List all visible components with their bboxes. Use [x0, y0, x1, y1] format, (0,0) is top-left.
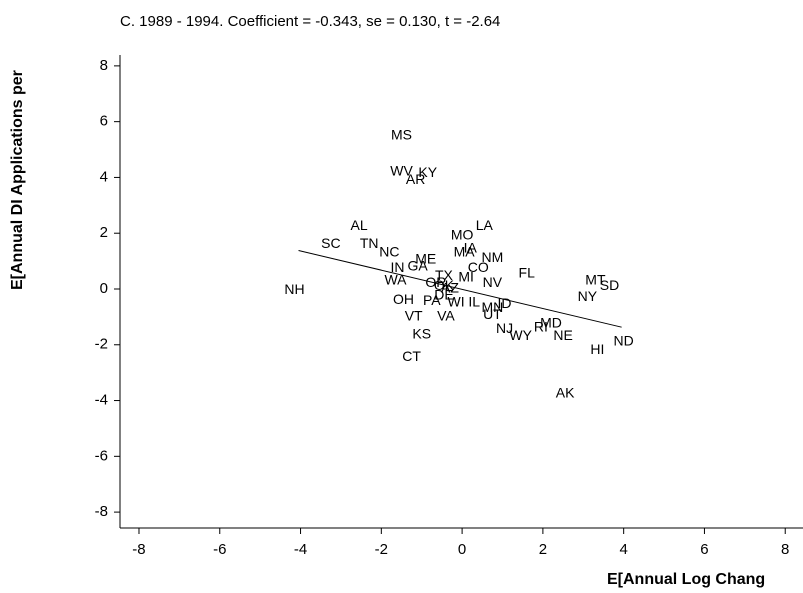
- point-label: WI: [447, 294, 464, 310]
- point-label: WV: [390, 163, 413, 179]
- point-label: NJ: [496, 320, 513, 336]
- y-tick-label: -4: [95, 392, 108, 409]
- y-tick-label: 2: [100, 224, 108, 241]
- x-tick-label: -6: [213, 541, 226, 558]
- point-label: SD: [600, 277, 619, 293]
- point-label: ND: [614, 333, 634, 349]
- point-label: LA: [476, 217, 494, 233]
- point-label: TN: [360, 235, 379, 251]
- point-label: IN: [390, 259, 404, 275]
- point-label: NY: [578, 288, 598, 304]
- point-label: NM: [482, 249, 504, 265]
- point-label: KS: [412, 326, 431, 342]
- point-label: MI: [458, 269, 474, 285]
- point-label: NC: [379, 243, 399, 259]
- point-label: AL: [351, 217, 368, 233]
- point-label: PA: [423, 292, 441, 308]
- point-label: CT: [402, 348, 421, 364]
- x-tick-label: 6: [700, 541, 708, 558]
- x-tick-label: 8: [781, 541, 789, 558]
- point-label: HI: [590, 341, 604, 357]
- x-tick-label: 4: [619, 541, 627, 558]
- point-label: VA: [437, 308, 455, 324]
- point-label: KY: [418, 164, 437, 180]
- point-label: UT: [483, 306, 502, 322]
- y-axis-label: E[Annual DI Applications per: [9, 70, 26, 290]
- y-tick-label: 4: [100, 168, 108, 185]
- y-tick-label: 0: [100, 280, 108, 297]
- x-tick-label: -8: [132, 541, 145, 558]
- point-label: OR: [425, 274, 446, 290]
- point-label: VT: [405, 308, 423, 324]
- point-label: NE: [553, 327, 572, 343]
- point-label: GA: [408, 257, 429, 273]
- x-tick-label: 2: [539, 541, 547, 558]
- point-label: WY: [509, 327, 532, 343]
- point-label: NV: [483, 274, 503, 290]
- point-label: MS: [391, 126, 412, 142]
- y-tick-label: -6: [95, 447, 108, 464]
- y-tick-label: -2: [95, 336, 108, 353]
- x-axis-label: E[Annual Log Chang: [607, 571, 765, 588]
- point-label: NH: [284, 281, 304, 297]
- point-label: AR: [406, 171, 425, 187]
- chart-title: C. 1989 - 1994. Coefficient = -0.343, se…: [120, 13, 500, 30]
- point-label: RI: [534, 319, 548, 335]
- point-label: MN: [482, 299, 504, 315]
- x-tick-label: -4: [294, 541, 307, 558]
- point-label: IA: [464, 239, 478, 255]
- x-tick-label: -2: [375, 541, 388, 558]
- point-label: AZ: [441, 280, 459, 296]
- point-label: MT: [585, 271, 606, 287]
- point-label: AK: [556, 384, 575, 400]
- point-label: MA: [454, 243, 476, 259]
- y-tick-label: 8: [100, 57, 108, 74]
- point-label: MD: [540, 315, 562, 331]
- point-label: TX: [435, 267, 454, 283]
- y-tick-label: 6: [100, 113, 108, 130]
- y-tick-label: -8: [95, 503, 108, 520]
- point-label: CO: [468, 259, 489, 275]
- point-label: OH: [393, 291, 414, 307]
- point-label: FL: [519, 264, 536, 280]
- point-label: IL: [468, 294, 480, 310]
- fit-line: [298, 250, 622, 328]
- x-tick-label: 0: [458, 541, 466, 558]
- point-label: SC: [321, 235, 340, 251]
- point-label: MO: [451, 227, 474, 243]
- point-label: DE: [434, 287, 453, 303]
- point-label: ME: [415, 250, 436, 266]
